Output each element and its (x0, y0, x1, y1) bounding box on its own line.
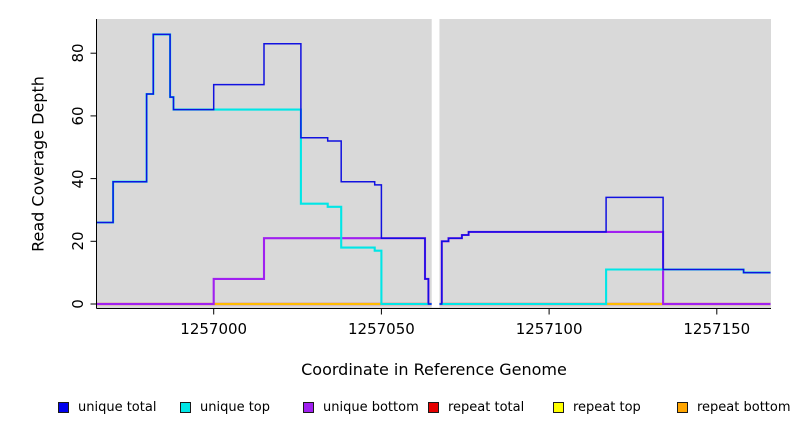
y-tick-label: 20 (69, 231, 87, 251)
legend-swatch-repeat-total (428, 401, 439, 413)
legend-label: unique top (200, 399, 271, 415)
legend-swatch-repeat-bottom (677, 401, 688, 413)
legend-label: repeat bottom (697, 399, 791, 415)
y-tick-label: 80 (69, 43, 87, 63)
series-line-unique-total (96, 33, 771, 305)
legend-label: repeat total (448, 399, 525, 415)
x-tick-label: 1257150 (683, 320, 751, 338)
x-tick-label: 1257000 (180, 320, 248, 338)
legend-item-repeat-total: repeat total (428, 399, 525, 415)
x-tick-label: 1257050 (347, 320, 415, 338)
gap-band (431, 19, 440, 308)
y-tick-label: 40 (69, 169, 87, 189)
y-axis-title: Read Coverage Depth (28, 76, 48, 252)
x-tick-label: 1257100 (515, 320, 583, 338)
y-tick-label: 0 (69, 299, 87, 309)
legend-item-repeat-bottom: repeat bottom (677, 399, 791, 415)
legend-item-unique-top: unique top (180, 399, 271, 415)
legend-item-unique-total: unique total (58, 399, 157, 415)
legend-label: unique bottom (323, 399, 419, 415)
legend-swatch-repeat-top (553, 401, 564, 413)
x-axis-title: Coordinate in Reference Genome (301, 360, 567, 379)
legend-swatch-unique-total (58, 401, 69, 413)
legend-label: unique total (78, 399, 157, 415)
legend-item-repeat-top: repeat top (553, 399, 641, 415)
legend-label: repeat top (573, 399, 641, 415)
legend-swatch-unique-top (180, 401, 191, 413)
y-tick-label: 60 (69, 106, 87, 126)
legend-swatch-unique-bottom (303, 401, 314, 413)
legend-item-unique-bottom: unique bottom (303, 399, 419, 415)
